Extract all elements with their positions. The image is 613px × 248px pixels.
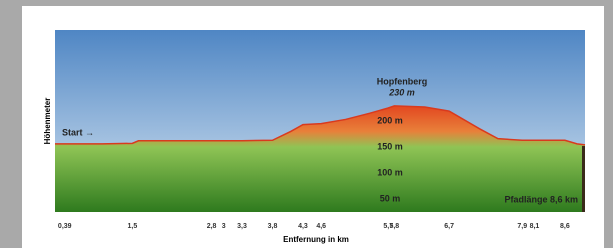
annotation: Start → (62, 127, 94, 137)
x-tick-label: 7,9 (517, 223, 527, 230)
annotation: 230 m (388, 87, 415, 97)
x-tick-label: 2,8 (207, 223, 217, 230)
y-tick-label: 50 m (380, 193, 401, 203)
x-tick-label: 4,6 (316, 223, 326, 230)
x-tick-label: 3,8 (268, 223, 278, 230)
chart: Höhenmeter Entfernung in km 50 m 100 m 150… (0, 0, 613, 248)
x-tick-label: 5,8 (389, 223, 399, 230)
annotation: Hopfenberg (377, 76, 428, 86)
x-tick-label: 3,3 (237, 223, 247, 230)
y-tick-label: 100 m (377, 167, 403, 177)
x-tick-label: 4,3 (298, 223, 308, 230)
x-tick-label: 6,7 (444, 223, 454, 230)
edge (582, 146, 585, 212)
x-tick-label: 8,6 (560, 223, 570, 230)
x-axis-title: Entfernung in km (283, 235, 349, 244)
annotation: Pfadlänge 8,6 km (504, 194, 578, 204)
x-tick-label: 1,5 (128, 223, 138, 230)
y-axis-title: Höhenmeter (43, 98, 52, 145)
x-tick-label: 3 (222, 223, 226, 230)
y-tick-label: 150 m (377, 141, 403, 151)
y-tick-label: 200 m (377, 115, 403, 125)
x-tick-label: 8,1 (530, 223, 540, 230)
x-tick-label: 0,39 (58, 223, 72, 230)
